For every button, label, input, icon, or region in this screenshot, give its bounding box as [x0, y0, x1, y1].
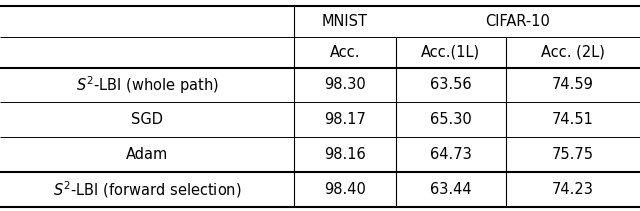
Text: 98.40: 98.40 — [324, 182, 366, 197]
Text: 98.30: 98.30 — [324, 77, 366, 92]
Text: 64.73: 64.73 — [429, 147, 472, 162]
Text: 98.16: 98.16 — [324, 147, 366, 162]
Text: 63.56: 63.56 — [429, 77, 472, 92]
Text: SGD: SGD — [131, 112, 163, 127]
Text: $S^{2}$-LBI (whole path): $S^{2}$-LBI (whole path) — [76, 74, 219, 96]
Text: 98.17: 98.17 — [324, 112, 366, 127]
Text: Acc. (2L): Acc. (2L) — [541, 45, 605, 60]
Text: 75.75: 75.75 — [552, 147, 594, 162]
Text: 74.51: 74.51 — [552, 112, 594, 127]
Text: 63.44: 63.44 — [429, 182, 472, 197]
Text: CIFAR-10: CIFAR-10 — [485, 14, 550, 29]
Text: Acc.: Acc. — [330, 45, 360, 60]
Text: Acc.(1L): Acc.(1L) — [421, 45, 480, 60]
Text: 74.23: 74.23 — [552, 182, 594, 197]
Text: Adam: Adam — [126, 147, 168, 162]
Text: MNIST: MNIST — [322, 14, 368, 29]
Text: 65.30: 65.30 — [429, 112, 472, 127]
Text: $S^{2}$-LBI (forward selection): $S^{2}$-LBI (forward selection) — [53, 179, 241, 200]
Text: 74.59: 74.59 — [552, 77, 594, 92]
